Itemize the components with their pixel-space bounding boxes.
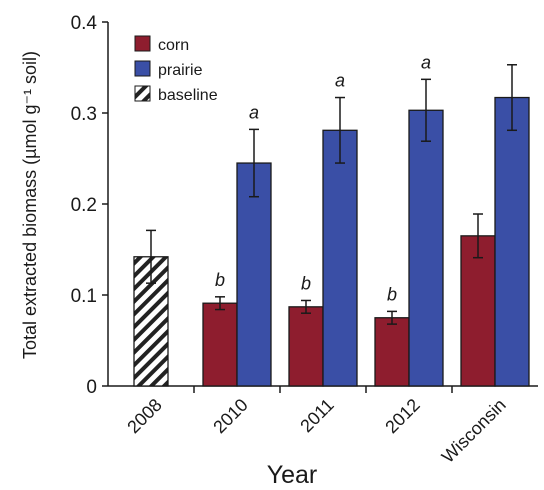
bar-prairie-2011 [322, 129, 358, 387]
significance-letter: a [249, 102, 259, 122]
error-bar-prairie-2011 [335, 96, 345, 164]
y-tick-label: 0.2 [71, 195, 97, 216]
bar-corn-2010 [202, 302, 238, 387]
error-bar-baseline-2008 [146, 229, 156, 284]
x-category-label: 2011 [296, 395, 338, 437]
legend-item-corn: corn [134, 35, 189, 54]
legend-item-prairie: prairie [134, 60, 203, 79]
error-bar-prairie-Wisconsin [507, 64, 517, 132]
error-bar-prairie-2010 [249, 128, 259, 198]
legend-label: baseline [158, 87, 218, 104]
bar-prairie-2010 [236, 162, 272, 387]
significance-letters: b a b a b a [215, 52, 431, 304]
legend-swatch [134, 35, 151, 52]
bar-prairie-Wisconsin [494, 96, 530, 387]
error-bar-prairie-2012 [421, 78, 431, 142]
bars [133, 96, 530, 387]
y-tick-label: 0.1 [71, 286, 97, 307]
x-axis-title: Year [267, 461, 318, 489]
y-tick-label: 0 [86, 377, 97, 398]
significance-letter: b [387, 284, 397, 304]
bar-corn-2012 [374, 317, 410, 387]
y-axis-title: Total extracted biomass (µmol g⁻¹ soil) [20, 51, 40, 359]
significance-letter: b [301, 273, 311, 293]
legend-item-baseline: baseline [134, 85, 218, 104]
y-tick-label: 0.3 [71, 104, 97, 125]
y-tick-label: 0.4 [71, 13, 98, 34]
bar-corn-2011 [288, 306, 324, 387]
legend-label: corn [158, 37, 189, 54]
x-category-label: Wisconsin [438, 395, 510, 467]
error-bar-corn-2012 [387, 310, 397, 325]
significance-letter: a [335, 71, 345, 91]
significance-letter: b [215, 270, 225, 290]
x-category-label: 2010 [209, 395, 251, 437]
legend: corn prairie baseline [134, 35, 218, 104]
error-bar-corn-2010 [215, 296, 225, 311]
significance-letter: a [421, 52, 431, 72]
error-bars [146, 64, 517, 325]
y-ticks: 0 0.1 0.2 0.3 0.4 [71, 13, 108, 398]
legend-label: prairie [158, 62, 203, 79]
x-ticks: 2008 2010 2011 2012 Wisconsin [123, 386, 510, 467]
x-category-label: 2012 [381, 395, 423, 437]
legend-swatch [134, 60, 151, 77]
error-bar-corn-2011 [301, 299, 311, 314]
bar-prairie-2012 [408, 109, 444, 387]
legend-swatch [134, 85, 151, 102]
x-category-label: 2008 [123, 395, 165, 437]
error-bar-corn-Wisconsin [473, 213, 483, 259]
